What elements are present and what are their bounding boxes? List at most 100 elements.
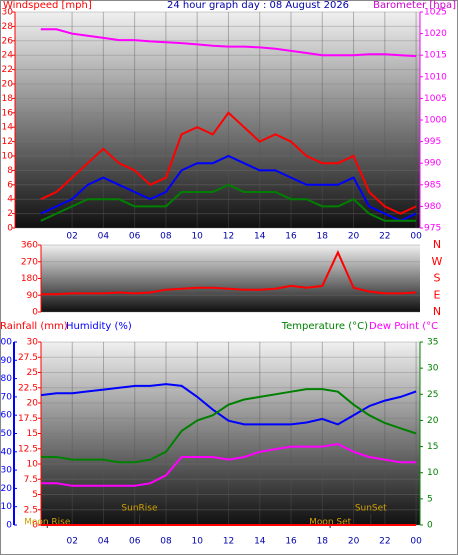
y3-tick-label: 50 xyxy=(1,429,13,439)
series-legend: Dew Point (°C xyxy=(369,321,438,332)
y2-tick-label: E xyxy=(434,288,441,301)
y-tick-label: 6 xyxy=(7,180,13,190)
series-line xyxy=(41,388,417,464)
y2-tick-label: W xyxy=(432,255,443,268)
y3-tick-label: 20 xyxy=(1,484,13,494)
y-tick-label: 16 xyxy=(2,108,14,118)
y3-tick-label: 0 xyxy=(6,521,12,531)
y-tick-label: 17.5 xyxy=(18,414,38,424)
y-tick-label: 24 xyxy=(2,51,14,61)
wind-plot-bg xyxy=(15,12,420,228)
y2-tick-label: 0 xyxy=(427,521,433,531)
series-line xyxy=(40,111,417,215)
y-tick-label: 28 xyxy=(2,22,14,32)
y-tick-label: 8 xyxy=(7,166,13,176)
y2-tick-label: 1010 xyxy=(424,72,447,82)
y2-tick-label: 20 xyxy=(427,416,439,426)
y-tick-label: 90 xyxy=(27,291,39,301)
x-tick-label: 10 xyxy=(191,232,203,242)
y-tick-label: 26 xyxy=(2,36,14,46)
x-tick-label: 08 xyxy=(160,537,172,547)
y-tick-label: 360 xyxy=(21,241,38,251)
x-tick-label: 02 xyxy=(66,232,77,242)
y3-tick-label: 30 xyxy=(1,466,13,476)
x-tick-label: 02 xyxy=(67,537,78,547)
x-tick-label: 04 xyxy=(98,232,110,242)
series-line xyxy=(41,249,417,296)
y2-tick-label: S xyxy=(434,272,441,285)
y2-tick-label: N xyxy=(433,305,441,318)
series-legend: Temperature (°C) xyxy=(281,321,368,332)
series-line xyxy=(40,383,417,426)
y-tick-label: 30 xyxy=(27,338,39,348)
x-tick-label: 18 xyxy=(317,232,329,242)
series-line xyxy=(41,442,417,487)
y2-tick-label: 1020 xyxy=(424,29,447,39)
x-tick-label: 16 xyxy=(285,537,297,547)
x-tick-label: 18 xyxy=(317,537,329,547)
y2-tick-label: 975 xyxy=(424,224,441,234)
series-line xyxy=(40,183,417,222)
y-tick-label: 20 xyxy=(2,80,14,90)
y-tick-label: 270 xyxy=(21,257,38,267)
direction-plot-bg xyxy=(41,245,420,312)
chart-title: 24 hour graph day : 08 August 2026 xyxy=(167,0,349,11)
y2-tick-label: 1005 xyxy=(424,94,447,104)
y-tick-label: 2 xyxy=(7,209,13,219)
y-tick-label: 7.5 xyxy=(24,475,38,485)
y-tick-label: 0 xyxy=(32,521,38,531)
y-tick-label: 14 xyxy=(2,123,14,133)
series-line xyxy=(40,154,417,222)
annotation-label: Moon Rise xyxy=(24,518,71,528)
y2-tick-label: 35 xyxy=(427,338,438,348)
y2-tick-label: 1025 xyxy=(424,8,447,18)
y2-tick-label: 25 xyxy=(427,390,438,400)
x-tick-label: 06 xyxy=(129,232,141,242)
y2-tick-label: 980 xyxy=(424,202,441,212)
y3-tick-label: 100 xyxy=(0,338,12,348)
annotation-label: SunSet xyxy=(355,504,387,514)
y3-tick-label: 90 xyxy=(1,356,13,366)
x-tick-label: 22 xyxy=(379,537,390,547)
x-tick-label: 16 xyxy=(285,232,297,242)
y-tick-label: 0 xyxy=(32,308,38,318)
y2-tick-label: 10 xyxy=(427,468,439,478)
y3-tick-label: 40 xyxy=(1,447,13,457)
y-tick-label: 4 xyxy=(7,195,13,205)
x-tick-label: 04 xyxy=(98,537,110,547)
y3-tick-label: 70 xyxy=(1,392,13,402)
y3-tick-label: 80 xyxy=(1,374,13,384)
climate-plot-bg xyxy=(41,342,420,525)
y2-tick-label: N xyxy=(433,238,441,251)
y-tick-label: 12 xyxy=(2,137,13,147)
y-tick-label: 5 xyxy=(32,490,38,500)
y-tick-label: 22 xyxy=(2,65,13,75)
y3-tick-label: 60 xyxy=(1,411,13,421)
y-tick-label: 20 xyxy=(27,399,39,409)
y-tick-label: 30 xyxy=(2,8,14,18)
series-legend: Rainfall (mm) xyxy=(0,321,68,332)
windspeed-label: Windspeed [mph] xyxy=(3,0,92,11)
y2-tick-label: 1015 xyxy=(424,51,447,61)
x-tick-label: 10 xyxy=(192,537,204,547)
x-tick-label: 14 xyxy=(254,537,266,547)
y2-tick-label: 1000 xyxy=(424,116,447,126)
y-tick-label: 2.5 xyxy=(24,505,38,515)
y-tick-label: 180 xyxy=(21,274,38,284)
x-tick-label: 22 xyxy=(379,232,390,242)
y-tick-label: 10 xyxy=(27,460,39,470)
y2-tick-label: 15 xyxy=(427,442,438,452)
x-tick-label: 00 xyxy=(410,537,422,547)
series-line xyxy=(40,28,417,58)
x-tick-label: 06 xyxy=(129,537,141,547)
y-tick-label: 10 xyxy=(2,152,14,162)
x-tick-label: 20 xyxy=(348,537,360,547)
y-tick-label: 0 xyxy=(7,224,13,234)
y2-tick-label: 995 xyxy=(424,137,441,147)
y-tick-label: 15 xyxy=(27,429,38,439)
y-tick-label: 18 xyxy=(2,94,14,104)
annotation-label: Moon Set xyxy=(309,518,352,528)
barometer-label: Barometer [hpa] xyxy=(373,0,456,11)
annotation-label: SunRise xyxy=(121,504,158,514)
